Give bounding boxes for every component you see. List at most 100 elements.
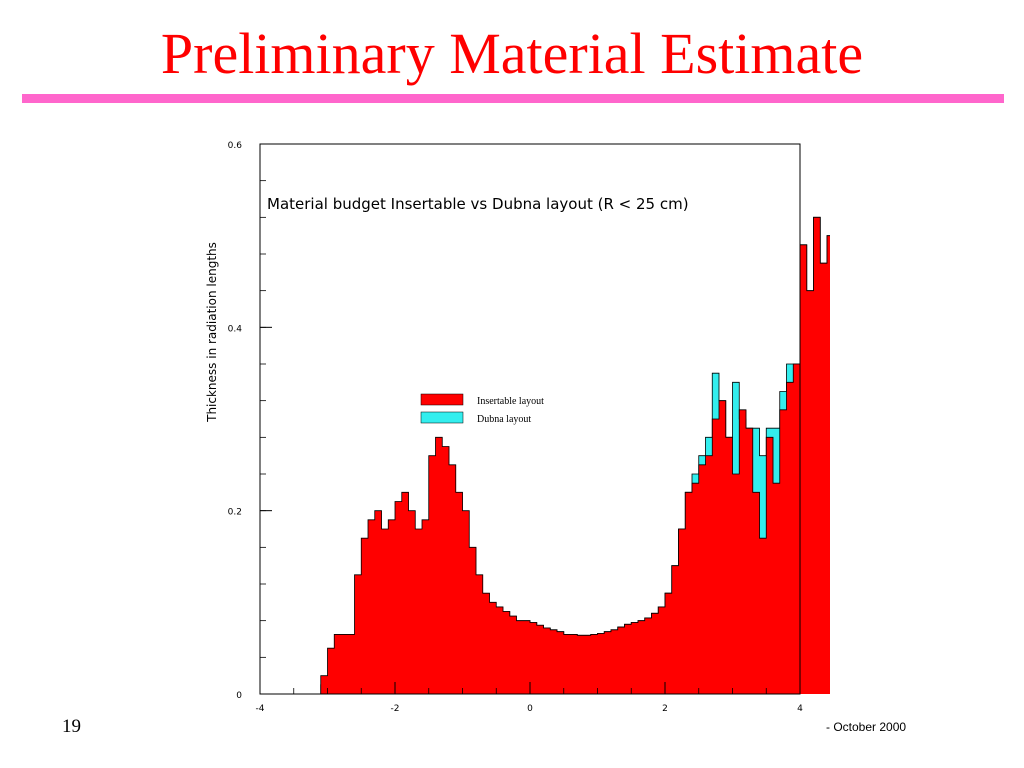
bar-insertable [584, 635, 592, 694]
plot-layer [260, 216, 830, 695]
bar-insertable [665, 593, 673, 694]
bar-insertable [658, 606, 666, 694]
x-tick-label: 0 [527, 704, 533, 714]
x-tick-label: -2 [391, 704, 400, 714]
bar-insertable [692, 483, 700, 694]
bar-insertable [644, 617, 652, 694]
bar-insertable [773, 483, 781, 694]
bar-insertable [509, 616, 517, 694]
bar-insertable [827, 235, 830, 694]
bar-insertable [705, 455, 713, 694]
bar-insertable [631, 622, 639, 694]
bar-insertable [435, 437, 443, 694]
bar-insertable [604, 631, 612, 694]
legend-swatch-insertable [420, 393, 464, 406]
bar-insertable [422, 519, 430, 694]
bar-insertable [496, 606, 504, 694]
bar-insertable [543, 628, 551, 694]
bar-insertable [759, 538, 767, 694]
y-tick-label: 0.6 [228, 141, 243, 151]
bar-insertable [408, 510, 416, 694]
bar-insertable [624, 624, 632, 694]
y-tick-label: 0 [236, 691, 242, 701]
bar-insertable [415, 529, 423, 694]
legend-label-insertable: Insertable layout [477, 396, 544, 407]
x-tick-label: -4 [256, 704, 265, 714]
title-divider-bar [22, 94, 1004, 103]
x-tick-label: 2 [662, 704, 668, 714]
bar-insertable [368, 519, 376, 694]
bar-insertable [725, 437, 733, 694]
footer-date: - October 2000 [826, 720, 907, 734]
bar-insertable [739, 409, 747, 694]
bar-insertable [590, 634, 598, 694]
bar-insertable [563, 634, 571, 694]
bar-insertable [401, 492, 409, 694]
bar-insertable [577, 635, 585, 694]
legend-label-dubna: Dubna layout [477, 414, 531, 425]
slide-title: Preliminary Material Estimate [160, 21, 864, 86]
bar-insertable [813, 217, 821, 694]
bar-insertable [354, 574, 362, 694]
y-tick-label: 0.4 [228, 324, 243, 334]
bar-insertable [381, 529, 389, 694]
bar-insertable [503, 611, 511, 694]
bar-insertable [685, 492, 693, 694]
slide-number: 19 [62, 716, 81, 737]
bar-insertable [678, 529, 686, 694]
axes-layer: 0 0.2 0.4 0.6 -4 -2 0 2 4 [228, 141, 803, 714]
bar-insertable [530, 622, 538, 694]
bar-insertable [638, 620, 646, 694]
bar-insertable [388, 519, 396, 694]
bar-insertable [786, 382, 794, 694]
bar-insertable [712, 419, 720, 694]
bar-insertable [671, 565, 679, 694]
bar-insertable [820, 263, 828, 694]
bar-insertable [516, 620, 524, 694]
y-axis-label: Thickness in radiation lengths [205, 242, 219, 423]
bar-insertable [455, 492, 463, 694]
outline-insertable [260, 216, 830, 695]
bar-insertable [482, 593, 490, 694]
bar-insertable [719, 400, 727, 694]
bar-insertable [476, 574, 484, 694]
bar-insertable [536, 625, 544, 694]
bar-insertable [806, 290, 814, 694]
bar-insertable [341, 634, 349, 694]
bar-insertable [428, 455, 436, 694]
bar-insertable [395, 501, 403, 694]
chart-title: Material budget Insertable vs Dubna layo… [267, 195, 689, 213]
bar-insertable [523, 620, 531, 694]
bar-insertable [597, 633, 605, 694]
bar-insertable [442, 446, 450, 694]
bar-insertable [374, 510, 382, 694]
bar-insertable [651, 613, 659, 694]
bar-insertable [469, 547, 477, 694]
bar-insertable [550, 629, 558, 694]
bar-insertable [698, 464, 706, 694]
bar-insertable [570, 634, 578, 694]
bar-insertable [752, 492, 760, 694]
bar-insertable [779, 409, 787, 694]
legend-swatch-dubna [420, 411, 464, 424]
bar-insertable [617, 627, 625, 694]
bar-insertable [327, 648, 335, 694]
legend: Insertable layout Dubna layout [420, 393, 544, 425]
bar-insertable [462, 510, 470, 694]
bar-insertable [793, 364, 801, 694]
bar-insertable [361, 538, 369, 694]
x-tick-label: 4 [797, 704, 803, 714]
bar-insertable [320, 675, 328, 694]
bar-insertable [334, 634, 342, 694]
bar-insertable [766, 437, 774, 694]
bar-insertable [557, 631, 565, 694]
bar-insertable [449, 464, 457, 694]
material-budget-chart: 0 0.2 0.4 0.6 -4 -2 0 2 4 Material budget Insert… [205, 141, 830, 714]
y-tick-label: 0.2 [228, 508, 242, 518]
bar-insertable [611, 629, 619, 694]
bar-insertable [746, 428, 754, 694]
bar-insertable [800, 244, 808, 694]
bar-insertable [732, 474, 740, 694]
bar-insertable [489, 602, 497, 694]
bar-insertable [347, 634, 355, 694]
